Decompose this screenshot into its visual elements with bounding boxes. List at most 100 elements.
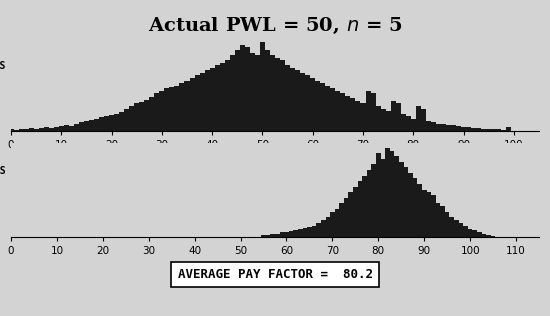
Bar: [94, 119, 99, 131]
Bar: [8, 129, 14, 131]
Bar: [344, 198, 349, 237]
Bar: [426, 121, 431, 131]
Bar: [271, 234, 275, 237]
Bar: [422, 190, 426, 237]
Bar: [275, 58, 280, 131]
Bar: [482, 234, 486, 237]
Bar: [371, 165, 376, 237]
Bar: [325, 86, 331, 131]
Bar: [353, 187, 358, 237]
Bar: [285, 65, 290, 131]
Bar: [362, 176, 367, 237]
Bar: [476, 128, 481, 131]
Bar: [406, 116, 411, 131]
Bar: [298, 229, 302, 237]
Bar: [416, 106, 421, 131]
Bar: [486, 235, 491, 237]
Bar: [358, 181, 362, 237]
Bar: [225, 60, 230, 131]
Bar: [491, 236, 496, 237]
Bar: [265, 50, 270, 131]
Bar: [446, 125, 451, 131]
Bar: [235, 50, 240, 131]
Bar: [471, 128, 476, 131]
Bar: [390, 151, 394, 237]
Bar: [114, 114, 119, 131]
Bar: [441, 206, 445, 237]
Bar: [426, 192, 431, 237]
Bar: [466, 127, 471, 131]
Bar: [507, 127, 512, 131]
Bar: [340, 93, 345, 131]
Bar: [160, 91, 164, 131]
Bar: [295, 70, 300, 131]
Bar: [472, 230, 477, 237]
Bar: [436, 124, 441, 131]
Bar: [284, 232, 289, 237]
Bar: [300, 73, 305, 131]
Bar: [376, 106, 381, 131]
Text: Actual PWL = 50, $n$ = 5: Actual PWL = 50, $n$ = 5: [148, 16, 402, 36]
Bar: [104, 116, 109, 131]
Bar: [275, 234, 279, 237]
Bar: [491, 129, 496, 131]
Bar: [408, 173, 412, 237]
Bar: [19, 129, 24, 131]
Bar: [200, 73, 205, 131]
Bar: [255, 55, 260, 131]
Bar: [412, 179, 417, 237]
Bar: [350, 98, 355, 131]
Bar: [164, 88, 169, 131]
Bar: [280, 60, 285, 131]
Bar: [449, 217, 454, 237]
Bar: [320, 83, 325, 131]
Bar: [451, 125, 456, 131]
Bar: [395, 103, 401, 131]
Bar: [445, 212, 449, 237]
Bar: [119, 112, 124, 131]
Bar: [316, 223, 321, 237]
Bar: [34, 129, 38, 131]
Bar: [266, 234, 271, 237]
Bar: [436, 204, 441, 237]
Bar: [312, 226, 316, 237]
Bar: [69, 126, 74, 131]
Bar: [195, 76, 200, 131]
Bar: [210, 68, 215, 131]
Bar: [468, 228, 472, 237]
Bar: [385, 148, 390, 237]
Bar: [331, 88, 336, 131]
Bar: [305, 76, 310, 131]
Bar: [339, 204, 344, 237]
Bar: [321, 220, 326, 237]
Bar: [310, 78, 315, 131]
Bar: [315, 81, 320, 131]
Bar: [461, 127, 466, 131]
Bar: [459, 223, 463, 237]
Bar: [431, 122, 436, 131]
Bar: [155, 93, 159, 131]
Bar: [270, 55, 275, 131]
Bar: [219, 63, 225, 131]
Bar: [302, 228, 307, 237]
Bar: [230, 55, 235, 131]
Bar: [345, 96, 350, 131]
Text: PAY FACTORS: PAY FACTORS: [0, 167, 6, 176]
Bar: [245, 47, 250, 131]
Bar: [109, 115, 114, 131]
Bar: [24, 129, 29, 131]
Bar: [355, 101, 360, 131]
Bar: [307, 227, 312, 237]
Bar: [190, 78, 195, 131]
Bar: [366, 91, 371, 131]
Bar: [335, 209, 339, 237]
Bar: [371, 93, 376, 131]
Bar: [386, 111, 390, 131]
Bar: [381, 108, 386, 131]
Bar: [456, 126, 461, 131]
Bar: [54, 127, 59, 131]
Bar: [360, 103, 366, 131]
Bar: [184, 81, 190, 131]
Bar: [260, 42, 265, 131]
Bar: [417, 184, 422, 237]
